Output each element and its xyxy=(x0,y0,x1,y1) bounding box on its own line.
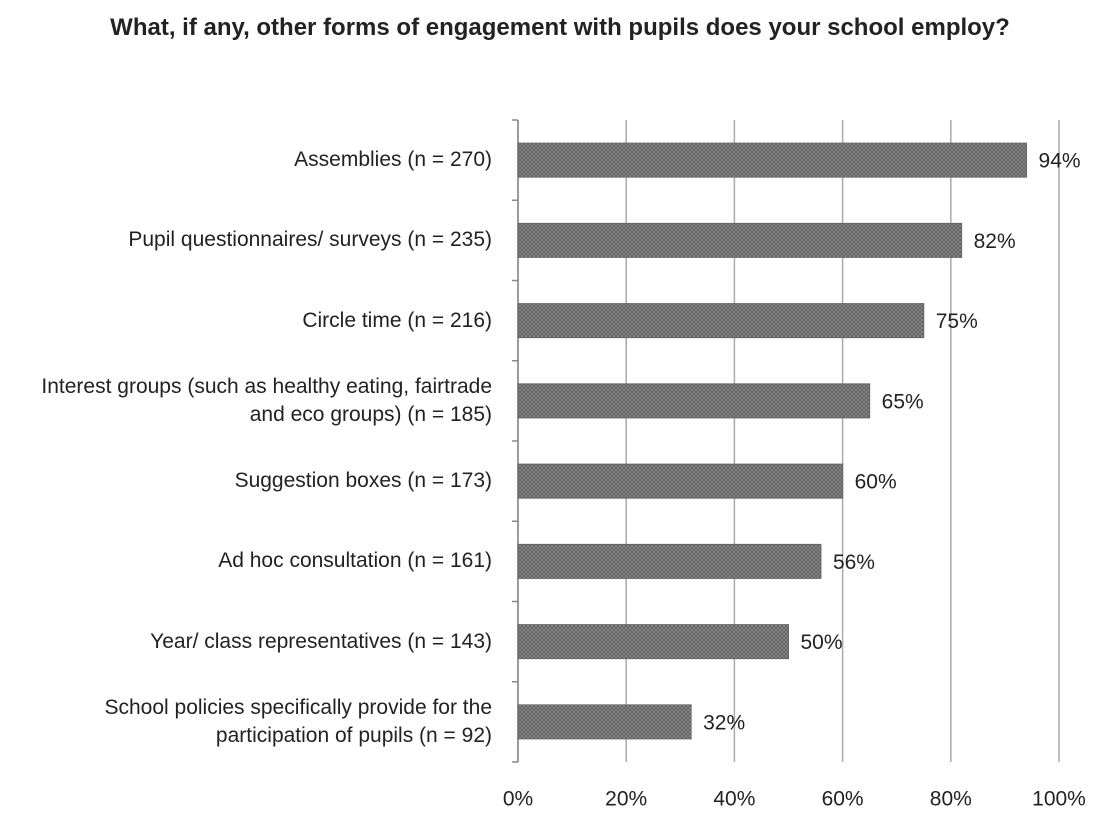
bar xyxy=(517,383,871,419)
value-label: 65% xyxy=(882,390,924,413)
bar xyxy=(517,463,844,499)
value-label: 32% xyxy=(703,711,745,734)
bar xyxy=(517,543,822,579)
x-tick-label: 100% xyxy=(1032,788,1086,811)
y-tick-label: Suggestion boxes (n = 173) xyxy=(234,469,492,493)
bar xyxy=(517,624,789,660)
value-label: 50% xyxy=(801,631,843,654)
y-tick-label: Assemblies (n = 270) xyxy=(294,148,492,172)
bar xyxy=(517,222,963,258)
x-tick-label: 20% xyxy=(605,788,647,811)
x-tick-label: 80% xyxy=(930,788,972,811)
value-label: 94% xyxy=(1039,150,1081,173)
y-tick-label: Ad hoc consultation (n = 161) xyxy=(218,549,492,573)
y-tick-label: Year/ class representatives (n = 143) xyxy=(150,629,492,653)
bar xyxy=(517,704,692,740)
value-label: 56% xyxy=(833,551,875,574)
x-tick-label: 40% xyxy=(713,788,755,811)
chart-title: What, if any, other forms of engagement … xyxy=(110,14,1010,41)
value-label: 75% xyxy=(936,310,978,333)
y-tick-label: School policies specifically provide for… xyxy=(104,695,492,747)
x-tick-label: 60% xyxy=(822,788,864,811)
y-tick-label: Pupil questionnaires/ surveys (n = 235) xyxy=(128,228,492,252)
bar xyxy=(517,142,1028,178)
x-tick-label: 0% xyxy=(503,788,533,811)
value-label: 60% xyxy=(855,471,897,494)
bar xyxy=(517,303,925,339)
value-label: 82% xyxy=(974,230,1016,253)
y-tick-label: Circle time (n = 216) xyxy=(302,308,492,332)
y-tick-label: Interest groups (such as healthy eating,… xyxy=(41,374,492,426)
